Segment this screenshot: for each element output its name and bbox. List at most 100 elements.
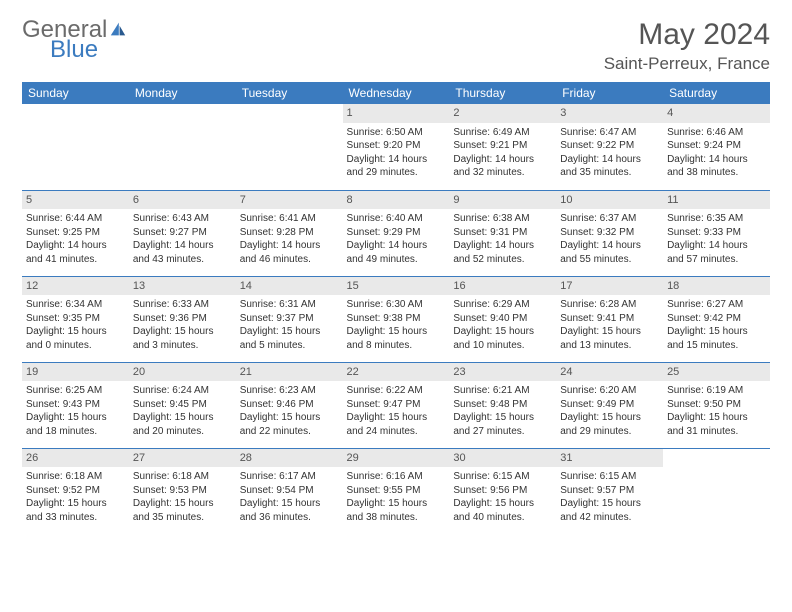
day-number: 1 xyxy=(343,104,450,123)
day-number: 7 xyxy=(236,191,343,210)
day-number: 16 xyxy=(449,277,556,296)
daylight-line: Daylight: 15 hours and 13 minutes. xyxy=(560,325,659,352)
sunset-line: Sunset: 9:28 PM xyxy=(240,226,339,240)
sunrise-line: Sunrise: 6:24 AM xyxy=(133,384,232,398)
sunrise-line: Sunrise: 6:33 AM xyxy=(133,298,232,312)
sunrise-line: Sunrise: 6:22 AM xyxy=(347,384,446,398)
day-number: 4 xyxy=(663,104,770,123)
day-number: 21 xyxy=(236,363,343,382)
sunset-line: Sunset: 9:52 PM xyxy=(26,484,125,498)
calendar-day-cell: 8Sunrise: 6:40 AMSunset: 9:29 PMDaylight… xyxy=(343,190,450,276)
day-number: 30 xyxy=(449,449,556,468)
calendar-day-cell: 24Sunrise: 6:20 AMSunset: 9:49 PMDayligh… xyxy=(556,362,663,448)
daylight-line: Daylight: 14 hours and 49 minutes. xyxy=(347,239,446,266)
daylight-line: Daylight: 14 hours and 43 minutes. xyxy=(133,239,232,266)
calendar-day-cell: 29Sunrise: 6:16 AMSunset: 9:55 PMDayligh… xyxy=(343,448,450,534)
sunrise-line: Sunrise: 6:34 AM xyxy=(26,298,125,312)
calendar-week-row: 12Sunrise: 6:34 AMSunset: 9:35 PMDayligh… xyxy=(22,276,770,362)
sunrise-line: Sunrise: 6:19 AM xyxy=(667,384,766,398)
day-number: 18 xyxy=(663,277,770,296)
calendar-day-cell xyxy=(129,104,236,190)
sunrise-line: Sunrise: 6:50 AM xyxy=(347,126,446,140)
sunset-line: Sunset: 9:20 PM xyxy=(347,139,446,153)
calendar-day-cell: 28Sunrise: 6:17 AMSunset: 9:54 PMDayligh… xyxy=(236,448,343,534)
day-number: 17 xyxy=(556,277,663,296)
sunrise-line: Sunrise: 6:28 AM xyxy=(560,298,659,312)
sunset-line: Sunset: 9:32 PM xyxy=(560,226,659,240)
calendar-day-cell: 13Sunrise: 6:33 AMSunset: 9:36 PMDayligh… xyxy=(129,276,236,362)
calendar-body: 1 Sunrise: 6:50 AMSunset: 9:20 PM Daylight… xyxy=(22,104,770,534)
day-number: 10 xyxy=(556,191,663,210)
daylight-line: Daylight: 15 hours and 10 minutes. xyxy=(453,325,552,352)
day-number: 22 xyxy=(343,363,450,382)
daylight-line: Daylight: 15 hours and 29 minutes. xyxy=(560,411,659,438)
sunset-line: Sunset: 9:27 PM xyxy=(133,226,232,240)
day-header: Wednesday xyxy=(343,82,450,104)
calendar-day-cell: 7Sunrise: 6:41 AMSunset: 9:28 PMDaylight… xyxy=(236,190,343,276)
sunset-line: Sunset: 9:38 PM xyxy=(347,312,446,326)
sunrise-line: Sunrise: 6:18 AM xyxy=(133,470,232,484)
daylight-line: Daylight: 15 hours and 22 minutes. xyxy=(240,411,339,438)
daylight-line: Daylight: 15 hours and 42 minutes. xyxy=(560,497,659,524)
day-number: 23 xyxy=(449,363,556,382)
calendar-day-cell: 4Sunrise: 6:46 AMSunset: 9:24 PMDaylight… xyxy=(663,104,770,190)
sunrise-line: Sunrise: 6:43 AM xyxy=(133,212,232,226)
daylight-line: Daylight: 14 hours and 57 minutes. xyxy=(667,239,766,266)
day-header: Saturday xyxy=(663,82,770,104)
sunrise-line: Sunrise: 6:38 AM xyxy=(453,212,552,226)
calendar-day-cell: 16 Sunrise: 6:29 AMSunset: 9:40 PMDayligh… xyxy=(449,276,556,362)
calendar-day-cell xyxy=(236,104,343,190)
daylight-line: Daylight: 14 hours and 41 minutes. xyxy=(26,239,125,266)
sunrise-line: Sunrise: 6:31 AM xyxy=(240,298,339,312)
calendar-week-row: 26Sunrise: 6:18 AMSunset: 9:52 PMDayligh… xyxy=(22,448,770,534)
daylight-line: Daylight: 14 hours and 32 minutes. xyxy=(453,153,552,180)
sunrise-line: Sunrise: 6:23 AM xyxy=(240,384,339,398)
day-number: 24 xyxy=(556,363,663,382)
sunset-line: Sunset: 9:42 PM xyxy=(667,312,766,326)
location-label: Saint-Perreux, France xyxy=(604,54,770,74)
sunrise-line: Sunrise: 6:29 AM xyxy=(453,298,552,312)
sunrise-line: Sunrise: 6:20 AM xyxy=(560,384,659,398)
sunset-line: Sunset: 9:21 PM xyxy=(453,139,552,153)
day-number: 8 xyxy=(343,191,450,210)
calendar-day-cell: 21Sunrise: 6:23 AMSunset: 9:46 PMDayligh… xyxy=(236,362,343,448)
sunrise-line: Sunrise: 6:21 AM xyxy=(453,384,552,398)
calendar-day-cell: 25Sunrise: 6:19 AMSunset: 9:50 PMDayligh… xyxy=(663,362,770,448)
sunrise-line: Sunrise: 6:49 AM xyxy=(453,126,552,140)
sunrise-line: Sunrise: 6:46 AM xyxy=(667,126,766,140)
calendar-day-cell: 23 Sunrise: 6:21 AMSunset: 9:48 PMDayligh… xyxy=(449,362,556,448)
day-header: Thursday xyxy=(449,82,556,104)
sunset-line: Sunset: 9:25 PM xyxy=(26,226,125,240)
day-header-row: SundayMondayTuesdayWednesdayThursdayFrid… xyxy=(22,82,770,104)
sunset-line: Sunset: 9:40 PM xyxy=(453,312,552,326)
day-number: 28 xyxy=(236,449,343,468)
daylight-line: Daylight: 15 hours and 27 minutes. xyxy=(453,411,552,438)
daylight-line: Daylight: 15 hours and 3 minutes. xyxy=(133,325,232,352)
calendar-day-cell: 22Sunrise: 6:22 AMSunset: 9:47 PMDayligh… xyxy=(343,362,450,448)
sunset-line: Sunset: 9:48 PM xyxy=(453,398,552,412)
sunset-line: Sunset: 9:31 PM xyxy=(453,226,552,240)
daylight-line: Daylight: 15 hours and 31 minutes. xyxy=(667,411,766,438)
sunrise-line: Sunrise: 6:47 AM xyxy=(560,126,659,140)
sunset-line: Sunset: 9:33 PM xyxy=(667,226,766,240)
sunset-line: Sunset: 9:50 PM xyxy=(667,398,766,412)
daylight-line: Daylight: 15 hours and 36 minutes. xyxy=(240,497,339,524)
sunset-line: Sunset: 9:37 PM xyxy=(240,312,339,326)
day-header: Friday xyxy=(556,82,663,104)
sunrise-line: Sunrise: 6:40 AM xyxy=(347,212,446,226)
calendar-day-cell: 18Sunrise: 6:27 AMSunset: 9:42 PMDayligh… xyxy=(663,276,770,362)
sunrise-line: Sunrise: 6:37 AM xyxy=(560,212,659,226)
calendar-day-cell: 15Sunrise: 6:30 AMSunset: 9:38 PMDayligh… xyxy=(343,276,450,362)
calendar-day-cell: 1Sunrise: 6:50 AMSunset: 9:20 PMDaylight… xyxy=(343,104,450,190)
day-number: 11 xyxy=(663,191,770,210)
day-number: 31 xyxy=(556,449,663,468)
calendar-week-row: 1 Sunrise: 6:50 AMSunset: 9:20 PM Daylight… xyxy=(22,104,770,190)
day-header: Sunday xyxy=(22,82,129,104)
daylight-line: Daylight: 15 hours and 33 minutes. xyxy=(26,497,125,524)
day-header: Tuesday xyxy=(236,82,343,104)
daylight-line: Daylight: 15 hours and 38 minutes. xyxy=(347,497,446,524)
daylight-line: Daylight: 14 hours and 35 minutes. xyxy=(560,153,659,180)
day-header: Monday xyxy=(129,82,236,104)
sunset-line: Sunset: 9:47 PM xyxy=(347,398,446,412)
sunset-line: Sunset: 9:57 PM xyxy=(560,484,659,498)
